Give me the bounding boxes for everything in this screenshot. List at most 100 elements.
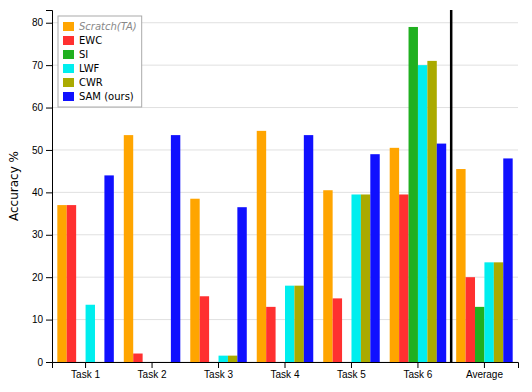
bar-series [409, 27, 485, 362]
tick-label: Task 6 [403, 369, 432, 380]
legend-label: SAM (ours) [79, 91, 134, 102]
tick-label: 20 [32, 272, 44, 283]
tick: Task 4 [271, 362, 300, 380]
bar [171, 135, 180, 362]
tick-label: 40 [32, 187, 44, 198]
bar [342, 362, 351, 363]
legend-swatch [63, 36, 74, 45]
tick-mark [285, 362, 286, 368]
bar [257, 131, 266, 362]
tick-label: Average [466, 369, 504, 380]
divider [450, 10, 453, 362]
tick-label: Task 2 [138, 369, 167, 380]
tick-label: 30 [32, 229, 44, 240]
bar [152, 362, 161, 363]
bar-series [228, 61, 503, 362]
tick: 40 [32, 187, 52, 198]
legend-box [58, 16, 142, 107]
tick-mark [351, 362, 352, 368]
legend-swatch [63, 64, 74, 73]
legend-label: EWC [79, 35, 102, 46]
tick-mark [46, 362, 52, 363]
tick: 50 [32, 145, 52, 156]
bar-series [57, 131, 465, 362]
legend-item: CWR [63, 77, 103, 88]
bar [86, 305, 95, 362]
grid-line [52, 277, 518, 278]
tick-mark [46, 235, 52, 236]
legend-item: EWC [63, 35, 102, 46]
bar [475, 307, 484, 362]
legend-label: SI [79, 49, 88, 60]
axis-line [53, 363, 519, 369]
bar [294, 286, 303, 362]
tick-label: 50 [32, 145, 44, 156]
tick: 70 [32, 60, 52, 71]
tick: Task 5 [337, 362, 366, 380]
legend-swatch [63, 92, 74, 101]
tick: 60 [32, 102, 52, 113]
bar [76, 362, 85, 363]
bar [276, 362, 285, 363]
bar [95, 362, 104, 363]
tick-mark [218, 362, 219, 368]
tick-label: 80 [32, 17, 44, 28]
tick-label: Task 3 [204, 369, 233, 380]
tick-mark [85, 362, 86, 368]
bar [437, 144, 446, 362]
tick-mark [46, 65, 52, 66]
bar [361, 194, 370, 362]
tick: Task 1 [71, 362, 100, 380]
bar [304, 135, 313, 362]
legend-label: CWR [79, 77, 103, 88]
legend-swatch [63, 50, 74, 59]
tick: Task 3 [204, 362, 233, 380]
bar [57, 205, 66, 362]
legend-item: SI [63, 49, 88, 60]
tick-label: Task 4 [271, 369, 300, 380]
chart: 0 10 20 30 40 50 60 70 80 Task 1 Task 2 Task 3 Task … [0, 0, 532, 392]
tick: 10 [32, 314, 52, 325]
legend-label: Scratch(TA) [79, 21, 137, 32]
tick: Task 6 [403, 362, 432, 380]
bar [209, 362, 218, 363]
tick-label: Task 1 [71, 369, 100, 380]
tick-mark [417, 362, 418, 368]
tick-mark [46, 150, 52, 151]
y-axis: 0 10 20 30 40 50 60 70 80 [32, 11, 53, 368]
tick: 30 [32, 229, 52, 240]
axis-line [46, 11, 53, 363]
grid-line [52, 234, 518, 235]
legend-item: Scratch(TA) [63, 21, 137, 32]
bar [124, 135, 133, 362]
grid-line [52, 192, 518, 193]
bar [161, 362, 170, 363]
tick-mark [484, 362, 485, 368]
tick-mark [152, 362, 153, 368]
bar [466, 277, 475, 362]
legend-item: LWF [63, 63, 100, 74]
bar [228, 356, 237, 362]
legend-label: LWF [79, 63, 100, 74]
bar [427, 61, 436, 362]
bar [219, 356, 228, 362]
tick: 80 [32, 17, 52, 28]
bar [503, 158, 512, 362]
bar [190, 199, 199, 362]
bar [409, 27, 418, 362]
tick-label: 0 [37, 357, 43, 368]
bar [285, 286, 294, 362]
legend: Scratch(TA) EWC SI LWF CWR SAM (ours) [58, 16, 142, 107]
tick-label: 60 [32, 102, 44, 113]
tick: Average [466, 362, 504, 380]
bar [333, 298, 342, 362]
bar [456, 169, 465, 362]
y-axis-title: Accuracy % [7, 151, 21, 221]
legend-swatch [63, 22, 74, 31]
plot: 0 10 20 30 40 50 60 70 80 Task 1 Task 2 Task 3 Task … [32, 10, 519, 380]
bar [484, 262, 493, 362]
bar [133, 354, 142, 362]
bar [390, 148, 399, 362]
tick: 0 [37, 357, 52, 368]
bar [494, 262, 503, 362]
